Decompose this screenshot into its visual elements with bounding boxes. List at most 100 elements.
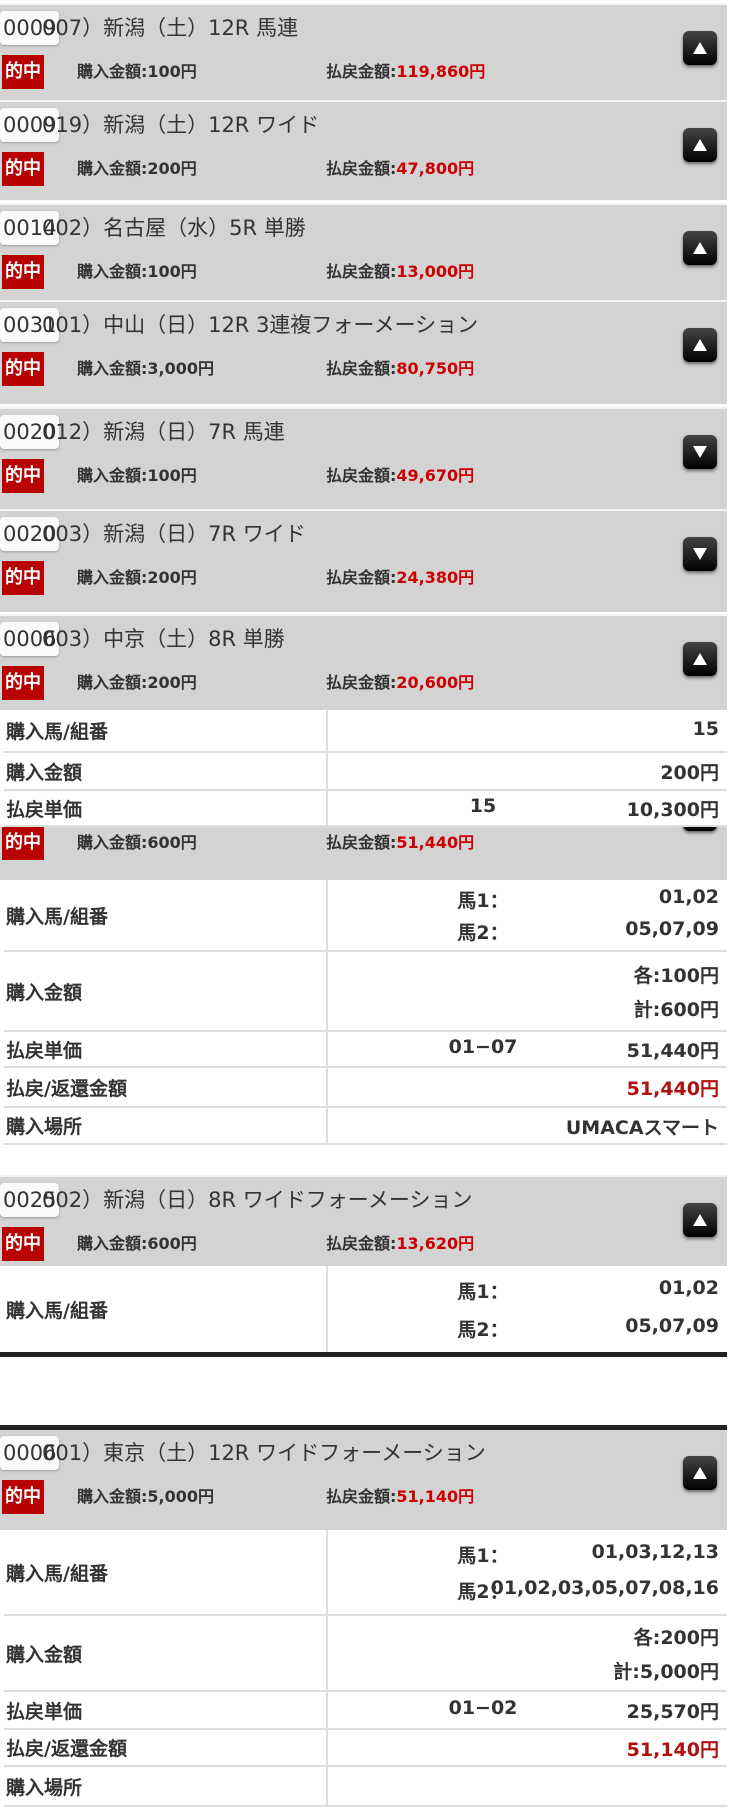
row-label: 払戻/返還金額 (6, 1077, 127, 1100)
value-text: 51,140円 (626, 1738, 719, 1761)
value-line: 馬1： 01,02 (328, 1277, 719, 1303)
value-line: UMACAスマート (328, 1113, 719, 1139)
toggle-detail-button[interactable] (683, 1203, 717, 1237)
hit-badge: 的中 (2, 255, 44, 289)
ticket-number: 0031 (0, 308, 60, 342)
hit-badge: 的中 (2, 1480, 44, 1514)
row-value: 馬1： 01,03,12,13 馬2： 01,02,03,05,07,08,16 (326, 1530, 719, 1614)
ticket-number: 0020 (0, 517, 60, 551)
hit-badge: 的中 (2, 55, 44, 89)
payout-amount: 払戻金額:13,000円 (326, 255, 474, 289)
purchase-amount: 購入金額:3,000円 (77, 359, 215, 378)
race-title: 002）名古屋（水）5R 単勝 (42, 216, 306, 240)
table-row: 購入馬/組番 馬1： 01,03,12,13 馬2： 01,02,03,05,07,08… (4, 1530, 727, 1616)
row-label: 購入金額 (6, 981, 83, 1004)
toggle-detail-button[interactable] (683, 128, 717, 162)
payout-label: 払戻金額: (326, 1487, 397, 1506)
race-title: 007）新潟（土）12R 馬連 (42, 16, 299, 40)
value-text: 01,03,12,13 (591, 1540, 719, 1563)
toggle-detail-button[interactable] (683, 328, 717, 362)
row-value: 15 (326, 710, 719, 751)
value-line: 馬2： 01,02,03,05,07,08,16 (328, 1577, 719, 1603)
table-row: 購入金額 各:200円 計:5,000円 (4, 1616, 727, 1692)
payout-value: 47,800円 (396, 159, 475, 178)
value-text: 01,02 (658, 1277, 719, 1300)
payout-label: 払戻金額: (326, 1234, 397, 1253)
table-row: 購入金額 200円 (4, 753, 727, 791)
purchase-amount: 購入金額:100円 (77, 466, 197, 485)
race-title: 002）新潟（日）8R ワイドフォーメーション (42, 1188, 473, 1212)
row-value: 各:200円 計:5,000円 (326, 1616, 719, 1690)
arrow-up-icon (693, 336, 707, 355)
table-row: 購入場所 (4, 1767, 727, 1807)
toggle-detail-button[interactable] (683, 642, 717, 676)
ticket-number: 0009 (0, 108, 60, 142)
detail-table: 購入馬/組番 馬1： 01,02 馬2： 05,07,09 (0, 1266, 727, 1354)
row-value: 15 10,300円 (326, 791, 719, 825)
table-row: 払戻単価 01−02 25,570円 (4, 1692, 727, 1730)
race-title: 019）新潟（土）12R ワイド (42, 113, 320, 137)
payout-value: 13,620円 (396, 1234, 475, 1253)
payout-value: 24,380円 (396, 568, 475, 587)
row-value: 各:100円 計:600円 (326, 952, 719, 1030)
payout-value: 51,140円 (396, 1487, 475, 1506)
ticket-number: 0006 (0, 1436, 60, 1470)
ticket-number: 0014 (0, 211, 60, 245)
arrow-up-icon (693, 239, 707, 258)
purchase-amount: 購入金額:600円 (77, 1234, 197, 1253)
payout-amount: 払戻金額:80,750円 (326, 352, 474, 386)
hit-badge: 的中 (2, 666, 44, 700)
value-key: 馬2： (457, 1581, 509, 1604)
value-line (328, 1773, 719, 1799)
value-text: 15 (692, 717, 719, 740)
payout-label: 払戻金額: (326, 359, 397, 378)
value-line: 馬2： 05,07,09 (328, 918, 719, 944)
value-line: 各:100円 (328, 961, 719, 987)
value-line: 51,140円 (328, 1735, 719, 1761)
row-label: 購入場所 (6, 1116, 83, 1138)
payout-value: 13,000円 (396, 262, 475, 281)
payout-amount: 払戻金額:49,670円 (326, 459, 474, 493)
bet-card[interactable]: 0006 001）東京（土）12R ワイドフォーメーション 的中 購入金額:5,000… (0, 1428, 727, 1530)
payout-value: 51,440円 (396, 833, 475, 852)
toggle-detail-button[interactable] (683, 31, 717, 65)
value-text: 各:200円 (633, 1627, 719, 1650)
payout-label: 払戻金額: (326, 159, 397, 178)
toggle-detail-button[interactable] (683, 537, 717, 571)
section-divider (0, 1352, 727, 1357)
bet-card[interactable]: 0020 012）新潟（日）7R 馬連 的中 購入金額:100円 払戻金額:49,670… (0, 407, 727, 509)
value-text: 05,07,09 (625, 1314, 719, 1337)
bet-card[interactable]: 0014 002）名古屋（水）5R 単勝 的中 購入金額:100円 払戻金額:13,00… (0, 203, 727, 300)
toggle-detail-button[interactable] (683, 435, 717, 469)
toggle-detail-button[interactable] (683, 1456, 717, 1490)
row-label: 購入馬/組番 (6, 721, 108, 743)
bet-card[interactable]: 0031 001）中山（日）12R 3連複フォーメーション 的中 購入金額:3,000… (0, 300, 727, 404)
value-text: 10,300円 (626, 799, 719, 821)
row-value: UMACAスマート (326, 1108, 719, 1143)
purchase-amount: 購入金額:200円 (77, 568, 197, 587)
hit-badge: 的中 (2, 352, 44, 386)
purchase-amount: 購入金額:200円 (77, 159, 197, 178)
bet-card[interactable]: 0009 019）新潟（土）12R ワイド 的中 購入金額:200円 払戻金額:47,8… (0, 100, 727, 200)
row-value: 馬1： 01,02 馬2： 05,07,09 (326, 880, 719, 950)
value-text: UMACAスマート (565, 1116, 719, 1139)
toggle-detail-button[interactable] (683, 231, 717, 265)
bet-card[interactable]: 0025 002）新潟（日）8R ワイドフォーメーション 的中 購入金額:600円 払戻… (0, 1175, 727, 1266)
bet-card[interactable]: 0020 003）新潟（日）7R ワイド 的中 購入金額:200円 払戻金額:24,38… (0, 509, 727, 612)
row-value: 51,140円 (326, 1730, 719, 1765)
ticket-number: 0009 (0, 11, 60, 45)
value-text: 各:100円 (633, 964, 719, 987)
bet-card[interactable]: 0006 003）中京（土）8R 単勝 的中 購入金額:200円 払戻金額:20,600… (0, 614, 727, 710)
row-value (326, 1767, 719, 1805)
value-text: 05,07,09 (625, 918, 719, 940)
row-value: 200円 (326, 753, 719, 789)
bet-card[interactable]: 0009 007）新潟（土）12R 馬連 的中 購入金額:100円 払戻金額:119,8… (0, 3, 727, 100)
value-line: 51,440円 (328, 1074, 719, 1100)
table-row: 購入金額 各:100円 計:600円 (4, 952, 727, 1032)
race-title: 003）中京（土）8R 単勝 (42, 627, 285, 651)
arrow-up-icon (693, 39, 707, 58)
payout-amount: 払戻金額:20,600円 (326, 666, 474, 700)
value-text: 200円 (660, 762, 719, 784)
table-row: 購入馬/組番 15 (4, 710, 727, 753)
row-label: 購入場所 (6, 1776, 83, 1799)
